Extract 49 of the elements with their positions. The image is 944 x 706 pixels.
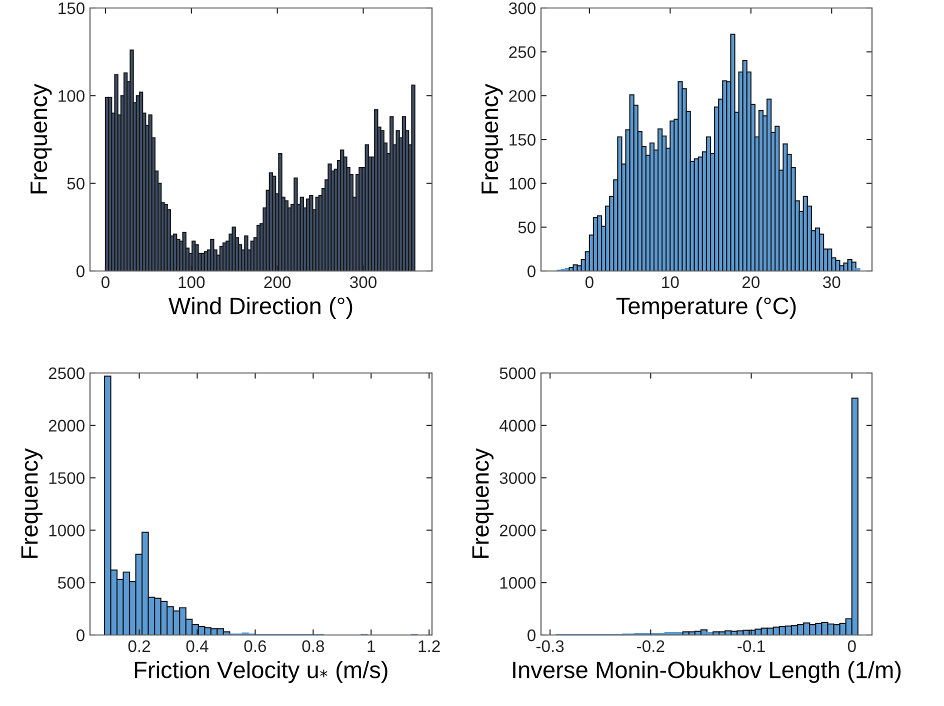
x-tick-label: -0.3: [536, 640, 564, 652]
x-axis-title: Inverse Monin-Obukhov Length (1/m): [513, 660, 901, 683]
y-tick-label: 150: [58, 2, 84, 14]
y-tick-label: 0: [528, 265, 536, 278]
y-tick-label: 4000: [499, 420, 536, 432]
y-tick-label: 2000: [500, 524, 536, 536]
y-tick-label: 1000: [49, 524, 84, 536]
y-tick-label: 100: [510, 178, 536, 190]
y-tick-label: 50: [67, 178, 84, 190]
x-tick-label: 300: [350, 276, 377, 288]
x-tick-label: 0: [101, 276, 110, 288]
y-tick-label: 1000: [500, 577, 536, 589]
y-axis-title: Frequency: [30, 84, 52, 194]
y-tick-label: 1500: [49, 472, 84, 484]
y-tick-label: 2500: [48, 367, 84, 380]
x-tick-label: 0.6: [244, 640, 266, 652]
y-tick-label: 150: [510, 134, 536, 146]
x-tick-label: -0.2: [637, 640, 664, 652]
x-tick-label: 30: [823, 276, 840, 288]
y-axis-title: Frequency: [21, 448, 43, 558]
y-tick-label: 3000: [500, 472, 536, 484]
y-tick-label: 300: [508, 2, 536, 14]
y-tick-label: 100: [58, 90, 84, 102]
x-tick-label: 0.8: [302, 640, 324, 652]
x-tick-label: 0.2: [128, 640, 150, 652]
y-tick-label: 0: [76, 629, 84, 642]
y-tick-label: 500: [58, 577, 84, 589]
y-axis-title: Frequency: [482, 84, 503, 194]
x-tick-label: 1: [368, 640, 375, 652]
y-tick-label: 5000: [500, 367, 536, 380]
x-tick-label: 100: [178, 276, 205, 288]
x-tick-label: 0.4: [186, 640, 208, 652]
x-tick-label: 1.2: [418, 640, 440, 652]
x-tick-label: 0: [585, 276, 594, 288]
y-tick-label: 250: [509, 46, 536, 58]
y-tick-label: 50: [518, 222, 536, 234]
x-tick-label: 10: [662, 276, 679, 288]
x-tick-label: 200: [264, 276, 291, 288]
x-tick-label: 0: [848, 640, 856, 652]
y-tick-label: 0: [528, 629, 536, 642]
x-tick-label: 20: [742, 276, 760, 288]
x-axis-title: Temperature (°C): [616, 296, 796, 319]
y-axis-title: Frequency: [472, 448, 494, 558]
x-tick-label: -0.1: [738, 640, 765, 652]
x-axis-title: Friction Velocity u$_{*}$ (m/s): [134, 660, 388, 683]
y-tick-label: 200: [509, 90, 536, 102]
y-tick-label: 2000: [48, 420, 84, 432]
x-axis-title: Wind Direction (°): [168, 296, 352, 319]
y-tick-label: 0: [76, 265, 84, 278]
